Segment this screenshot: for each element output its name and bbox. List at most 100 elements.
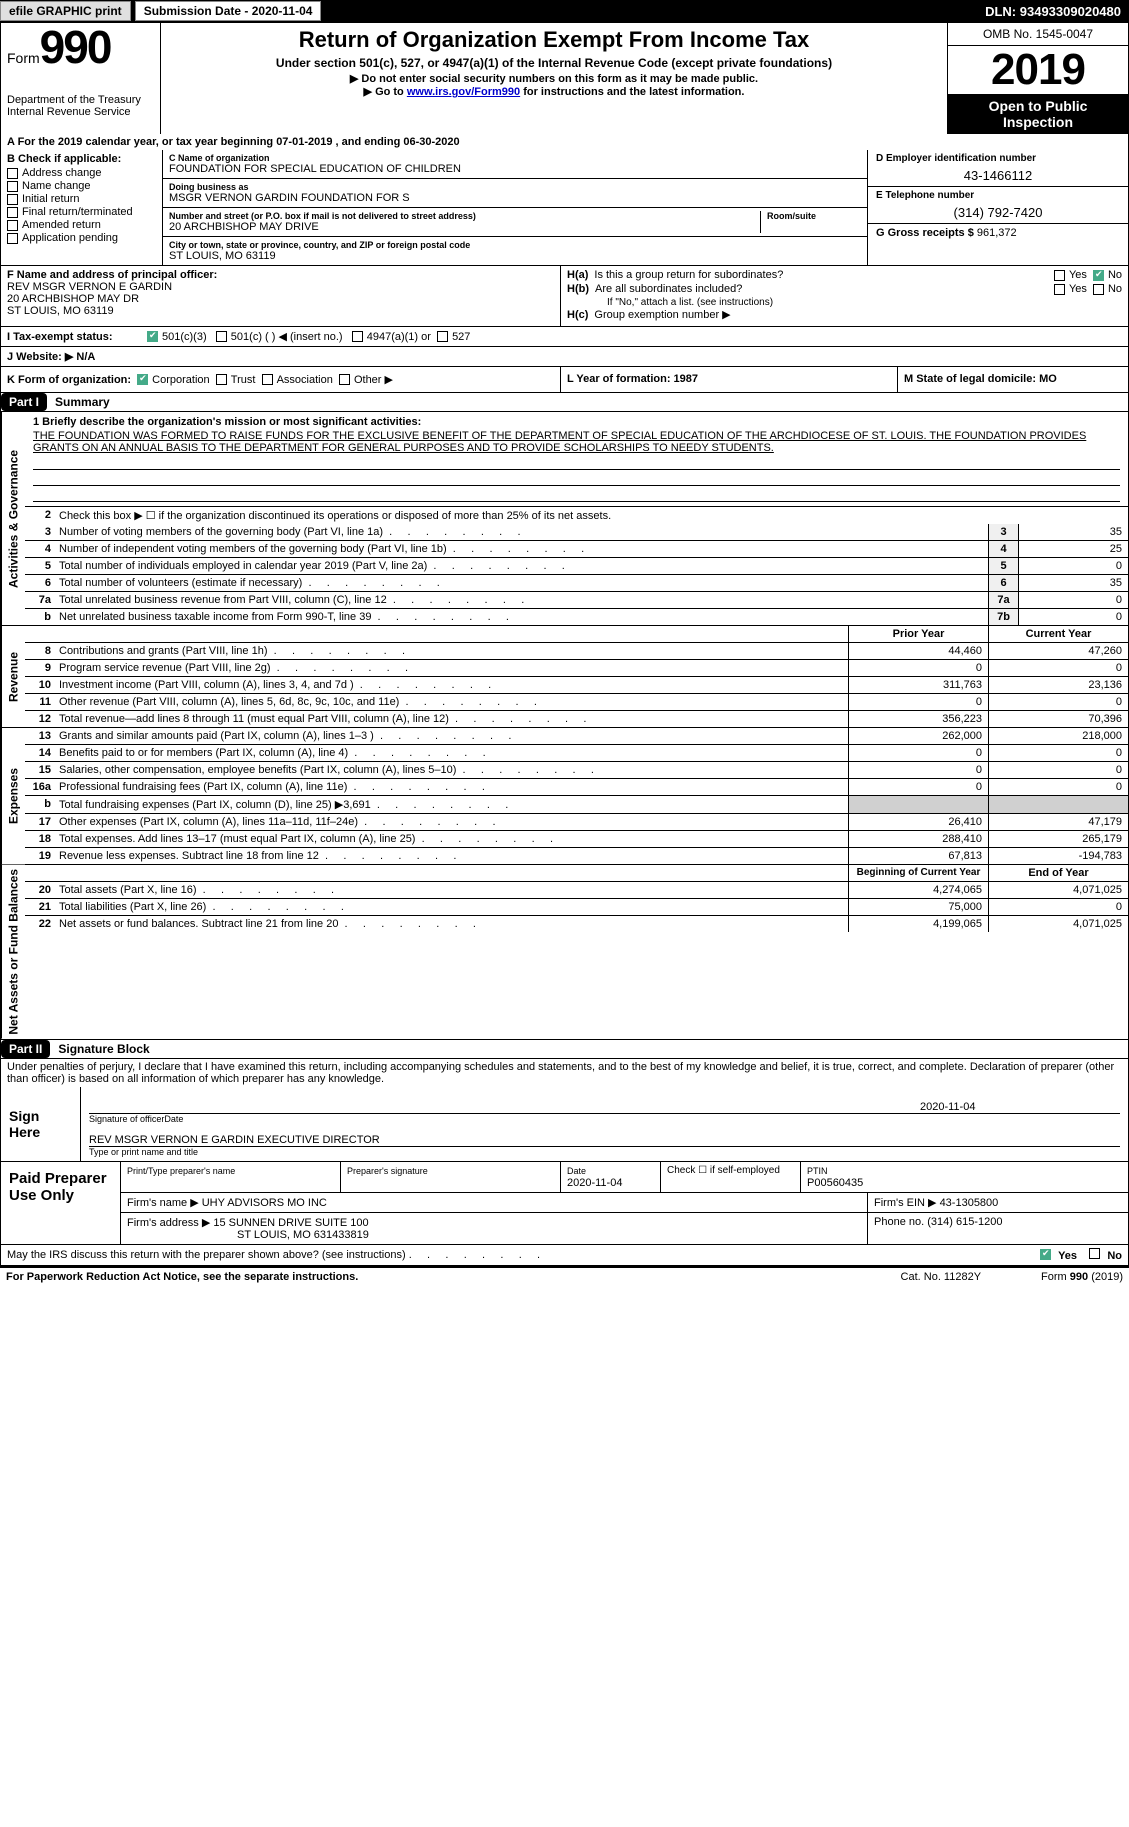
chk-assoc[interactable] — [262, 374, 273, 385]
opt-trust: Trust — [231, 374, 256, 386]
block-bcd: B Check if applicable: Address change Na… — [0, 150, 1129, 266]
sig-officer-line — [89, 1101, 920, 1113]
chk-other[interactable] — [339, 374, 350, 385]
line-num: 22 — [25, 916, 55, 932]
irs-link[interactable]: www.irs.gov/Form990 — [407, 86, 520, 98]
chk-amended[interactable] — [7, 220, 18, 231]
line-num: 9 — [25, 660, 55, 676]
prep-self-employed: Check ☐ if self-employed — [661, 1162, 801, 1192]
gov-row: bNet unrelated business taxable income f… — [25, 609, 1128, 625]
line-num: 17 — [25, 814, 55, 830]
org-name-label: C Name of organization — [169, 153, 861, 163]
line-text: Number of independent voting members of … — [55, 541, 988, 557]
city-label: City or town, state or province, country… — [169, 240, 861, 250]
col-h: H(a) Is this a group return for subordin… — [561, 266, 1128, 326]
prior-value: 44,460 — [848, 643, 988, 659]
chk-final-return[interactable] — [7, 207, 18, 218]
line-num: 8 — [25, 643, 55, 659]
discuss-row: May the IRS discuss this return with the… — [0, 1245, 1129, 1266]
line-text: Revenue less expenses. Subtract line 18 … — [55, 848, 848, 864]
line-2-text: Check this box ▶ ☐ if the organization d… — [55, 507, 1128, 524]
line-box-label: 7a — [988, 592, 1018, 608]
mission-block: 1 Briefly describe the organization's mi… — [25, 412, 1128, 507]
data-row: 15Salaries, other compensation, employee… — [25, 762, 1128, 779]
blank-line-2 — [33, 470, 1120, 486]
current-value: -194,783 — [988, 848, 1128, 864]
discuss-text: May the IRS discuss this return with the… — [7, 1249, 406, 1261]
firm-addr2: ST LOUIS, MO 631433819 — [127, 1229, 369, 1241]
open-public-line2: Inspection — [952, 114, 1124, 130]
col-begin-year: Beginning of Current Year — [848, 865, 988, 881]
chk-501c3[interactable] — [147, 331, 158, 342]
dba-value: MSGR VERNON GARDIN FOUNDATION FOR S — [169, 192, 861, 204]
discuss-dots — [406, 1249, 540, 1261]
line-num: b — [25, 796, 55, 813]
rev-hdr-text — [55, 626, 848, 642]
chk-501c[interactable] — [216, 331, 227, 342]
gross-label: G Gross receipts $ — [876, 227, 977, 239]
prior-value — [848, 796, 988, 813]
ha-yes-box[interactable] — [1054, 270, 1065, 281]
line-value: 0 — [1018, 609, 1128, 625]
blank-line-3 — [33, 486, 1120, 502]
lbl-final-return: Final return/terminated — [22, 206, 133, 218]
line-text: Total revenue—add lines 8 through 11 (mu… — [55, 711, 848, 727]
dba-label: Doing business as — [169, 182, 861, 192]
sig-date: 2020-11-04 — [920, 1101, 1120, 1113]
officer-label: F Name and address of principal officer: — [7, 269, 554, 281]
tax-year: 2019 — [948, 46, 1128, 94]
header-left: Form990 Department of the Treasury Inter… — [1, 23, 161, 134]
line-text: Other expenses (Part IX, column (A), lin… — [55, 814, 848, 830]
chk-initial-return[interactable] — [7, 194, 18, 205]
ha-no-box[interactable] — [1093, 270, 1104, 281]
chk-trust[interactable] — [216, 374, 227, 385]
line-num: 14 — [25, 745, 55, 761]
firm-name: UHY ADVISORS MO INC — [202, 1197, 327, 1209]
line-num: 13 — [25, 728, 55, 744]
firm-ein: 43-1305800 — [940, 1197, 999, 1209]
hb-yes-box[interactable] — [1054, 284, 1065, 295]
line-text: Professional fundraising fees (Part IX, … — [55, 779, 848, 795]
data-row: 20Total assets (Part X, line 16) 4,274,0… — [25, 882, 1128, 899]
discuss-yes-box[interactable] — [1040, 1249, 1051, 1260]
form-org-label: K Form of organization: — [7, 374, 131, 386]
discuss-no-box[interactable] — [1089, 1248, 1100, 1259]
part2-title: Signature Block — [50, 1040, 157, 1058]
line-num: 15 — [25, 762, 55, 778]
row-i: I Tax-exempt status: 501(c)(3) 501(c) ( … — [0, 327, 1129, 347]
col-l: L Year of formation: 1987 — [561, 367, 898, 392]
sig-name-title: REV MSGR VERNON E GARDIN EXECUTIVE DIREC… — [89, 1134, 1120, 1146]
opt-other: Other ▶ — [354, 373, 393, 386]
street-value: 20 ARCHBISHOP MAY DRIVE — [169, 221, 756, 233]
col-b: B Check if applicable: Address change Na… — [1, 150, 163, 265]
chk-corp[interactable] — [137, 374, 148, 385]
line-text: Contributions and grants (Part VIII, lin… — [55, 643, 848, 659]
data-row: 10Investment income (Part VIII, column (… — [25, 677, 1128, 694]
chk-527[interactable] — [437, 331, 448, 342]
line-text: Net unrelated business taxable income fr… — [55, 609, 988, 625]
sign-here-label: Sign Here — [1, 1087, 81, 1161]
chk-name-change[interactable] — [7, 181, 18, 192]
line-num: 18 — [25, 831, 55, 847]
chk-app-pending[interactable] — [7, 233, 18, 244]
prior-value: 4,274,065 — [848, 882, 988, 898]
cat-number: Cat. No. 11282Y — [901, 1271, 982, 1283]
tax-exempt-label: I Tax-exempt status: — [7, 331, 147, 343]
prep-date: 2020-11-04 — [567, 1177, 622, 1189]
line-text: Total expenses. Add lines 13–17 (must eq… — [55, 831, 848, 847]
org-name: FOUNDATION FOR SPECIAL EDUCATION OF CHIL… — [169, 163, 861, 175]
prior-value: 26,410 — [848, 814, 988, 830]
line-text: Program service revenue (Part VIII, line… — [55, 660, 848, 676]
efile-print-button[interactable]: efile GRAPHIC print — [0, 1, 131, 21]
chk-4947[interactable] — [352, 331, 363, 342]
hb-no-box[interactable] — [1093, 284, 1104, 295]
section-activities-governance: Activities & Governance 1 Briefly descri… — [0, 412, 1129, 626]
omb-number: OMB No. 1545-0047 — [948, 23, 1128, 46]
prior-value: 262,000 — [848, 728, 988, 744]
line-num: 10 — [25, 677, 55, 693]
dln-label: DLN: — [985, 4, 1020, 19]
chk-address-change[interactable] — [7, 168, 18, 179]
line-text: Total number of individuals employed in … — [55, 558, 988, 574]
line-text: Total number of volunteers (estimate if … — [55, 575, 988, 591]
firm-phone-label: Phone no. — [874, 1216, 927, 1228]
